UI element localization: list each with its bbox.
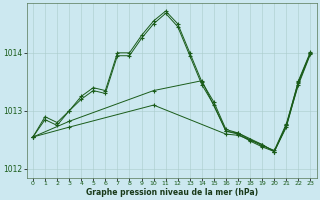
X-axis label: Graphe pression niveau de la mer (hPa): Graphe pression niveau de la mer (hPa) [86, 188, 258, 197]
